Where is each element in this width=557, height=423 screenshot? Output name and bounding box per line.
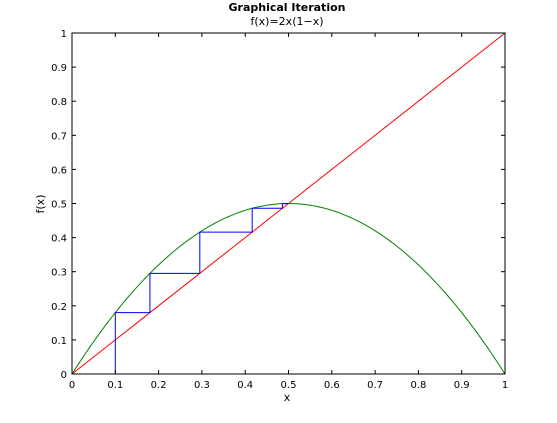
- parabola-curve: [71, 202, 506, 375]
- x-tick-label: 0.8: [410, 380, 426, 391]
- y-tick-label: 0.7: [51, 131, 67, 142]
- x-tick-label: 0.2: [151, 380, 167, 391]
- x-tick-label: 0.6: [324, 380, 340, 391]
- x-axis-label: x: [284, 391, 291, 404]
- x-tick-label: 1: [502, 380, 508, 391]
- chart-title: Graphical Iteration: [229, 1, 346, 14]
- x-tick-label: 0.5: [281, 380, 297, 391]
- y-tick-label: 0.1: [51, 336, 67, 347]
- series-layer: [71, 32, 506, 375]
- x-tick-label: 0: [69, 380, 75, 391]
- y-tick-label: 0.9: [51, 63, 67, 74]
- x-tick-label: 0.4: [237, 380, 253, 391]
- y-tick-label: 0: [61, 370, 67, 381]
- y-tick-label: 0.5: [51, 200, 67, 211]
- y-tick-label: 1: [61, 29, 67, 40]
- y-tick-label: 0.4: [51, 234, 67, 245]
- y-tick-label: 0.3: [51, 268, 67, 279]
- y-tick-label: 0.8: [51, 97, 67, 108]
- x-tick-label: 0.3: [194, 380, 210, 391]
- y-tick-label: 0.6: [51, 165, 67, 176]
- x-tick-label: 0.1: [107, 380, 123, 391]
- x-tick-label: 0.7: [367, 380, 383, 391]
- y-axis-label: f(x): [34, 195, 47, 214]
- iteration-path: [114, 203, 289, 374]
- ticks-layer: 0 0.1 0.2 0.3 0.4 0.5 0.6 0.7 0.8 0.9 1 0 0.1 0.2 0.3 0…: [51, 29, 508, 391]
- chart-subtitle: f(x)=2x(1−x): [251, 15, 324, 28]
- y-tick-label: 0.2: [51, 302, 67, 313]
- x-tick-label: 0.9: [454, 380, 470, 391]
